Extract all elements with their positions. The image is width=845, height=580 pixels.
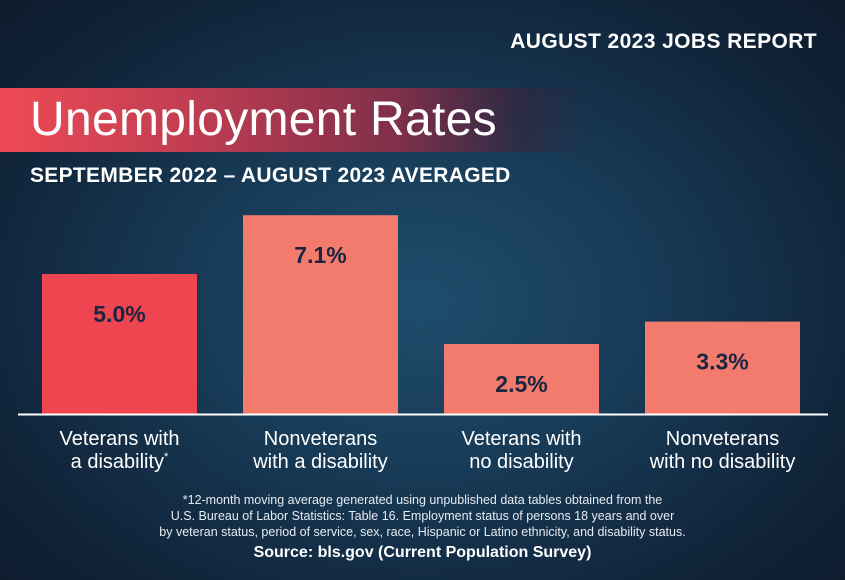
category-label: with no disability [649,451,796,473]
chart-title: Unemployment Rates [30,93,497,146]
footnote-line: by veteran status, period of service, se… [159,525,686,539]
chart-subtitle: SEPTEMBER 2022 – AUGUST 2023 AVERAGED [30,164,511,187]
category-label: Nonveterans [264,428,377,450]
bar-value-label: 5.0% [93,301,145,327]
bar-3 [444,344,599,414]
bar-4 [645,321,800,414]
bar-value-label: 2.5% [495,371,547,397]
bar-2 [243,215,398,414]
source-credit: Source: bls.gov (Current Population Surv… [253,544,592,561]
report-label: AUGUST 2023 JOBS REPORT [510,30,817,53]
bar-value-label: 7.1% [294,242,346,268]
footnote: *12-month moving average generated using… [0,492,845,540]
footnote-line: U.S. Bureau of Labor Statistics: Table 1… [170,509,675,523]
category-label: with a disability [252,451,388,473]
footnote-line: *12-month moving average generated using… [182,493,663,507]
category-label: Veterans with [59,428,179,450]
bar-1 [42,274,197,414]
title-band [0,88,590,152]
category-label: a disability* [71,451,169,473]
bar-value-label: 3.3% [696,349,748,375]
category-label: Nonveterans [666,428,779,450]
category-label: no disability [469,451,574,473]
category-label: Veterans with [461,428,581,450]
